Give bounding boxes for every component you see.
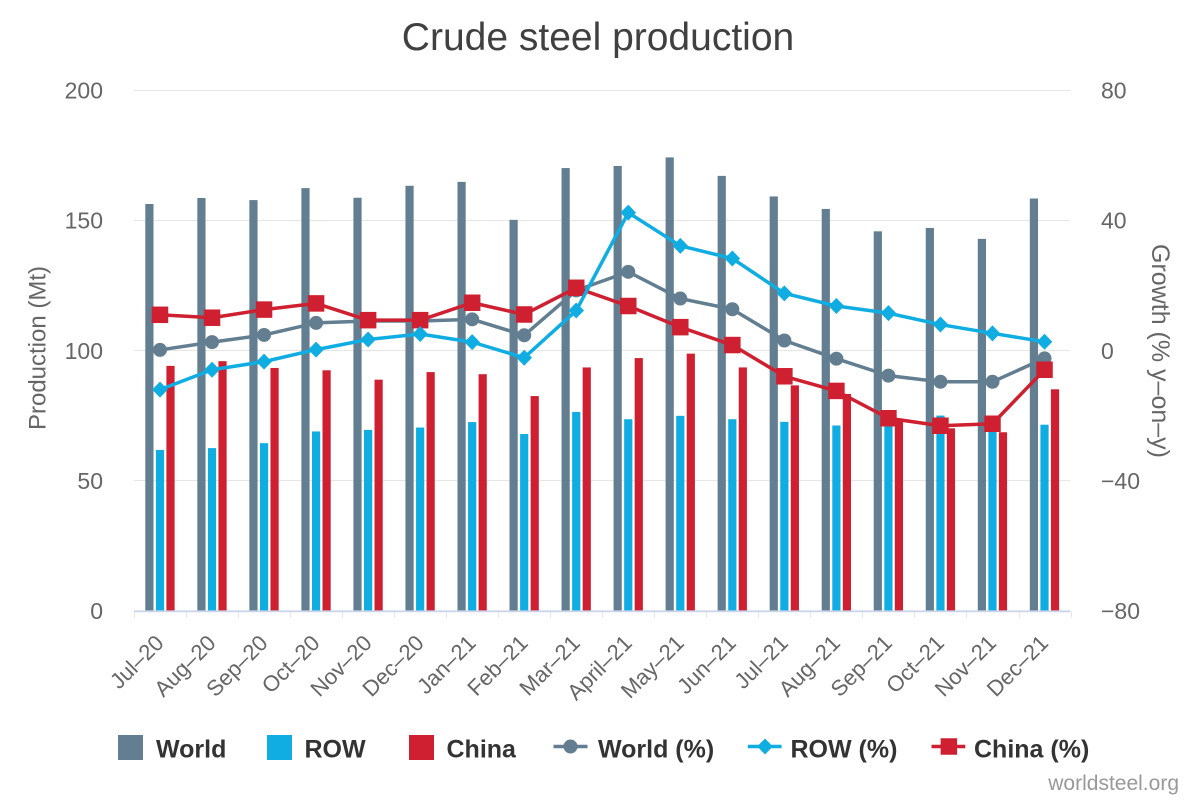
- svg-text:World (%): World (%): [598, 736, 714, 764]
- svg-text:China: China: [447, 736, 518, 764]
- svg-text:80: 80: [1101, 78, 1127, 104]
- svg-text:Growth (% y–on–y): Growth (% y–on–y): [1146, 244, 1174, 458]
- svg-text:Crude steel production: Crude steel production: [402, 16, 794, 59]
- svg-text:40: 40: [1101, 208, 1127, 234]
- svg-text:ROW: ROW: [305, 736, 367, 764]
- svg-text:100: 100: [65, 338, 103, 364]
- svg-text:worldsteel.org: worldsteel.org: [1047, 772, 1179, 795]
- svg-text:China (%): China (%): [974, 736, 1089, 764]
- svg-text:World: World: [156, 736, 226, 764]
- svg-text:50: 50: [77, 468, 103, 494]
- svg-text:−80: −80: [1101, 598, 1140, 624]
- svg-text:−40: −40: [1101, 468, 1140, 494]
- svg-text:0: 0: [1101, 338, 1114, 364]
- svg-text:ROW (%): ROW (%): [791, 736, 898, 764]
- svg-text:200: 200: [65, 78, 103, 104]
- svg-text:Production (Mt): Production (Mt): [25, 266, 52, 430]
- svg-text:150: 150: [65, 208, 103, 234]
- svg-text:0: 0: [90, 598, 103, 624]
